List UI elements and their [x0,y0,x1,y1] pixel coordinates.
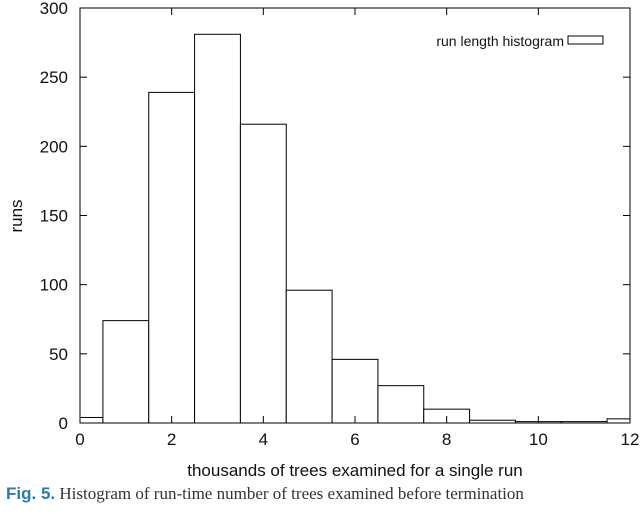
y-tick-label: 250 [40,68,68,87]
x-tick-label: 10 [529,430,548,449]
legend: run length histogram [436,33,604,49]
histogram-bar-1 [102,320,150,424]
y-tick-label: 150 [40,207,68,226]
x-axis-ticks: 0 2 4 6 8 10 12 [75,8,639,449]
x-tick-label: 6 [350,430,359,449]
histogram-bar-6 [331,358,379,424]
y-tick-label: 100 [40,276,68,295]
y-axis-title: runs [7,199,26,232]
y-tick-label: 50 [49,345,68,364]
x-tick-label: 0 [75,430,84,449]
x-tick-label: 4 [259,430,268,449]
y-axis-ticks: 0 50 100 150 200 250 300 [40,0,630,433]
legend-swatch [567,35,604,45]
histogram-bar-12 [606,418,631,424]
caption-text: Histogram of run-time number of trees ex… [55,484,524,503]
histogram-bar-7 [377,385,425,424]
x-tick-label: 12 [621,430,640,449]
legend-label: run length histogram [436,33,564,49]
histogram-bar-5 [285,289,333,424]
y-tick-label: 200 [40,137,68,156]
histogram-chart: 0 2 4 6 8 10 12 0 50 100 150 200 250 300 thousands o… [7,0,639,480]
caption-label: Fig. 5. [6,484,56,503]
histogram-bars [79,33,631,424]
histogram-bar-0 [79,416,104,424]
y-tick-label: 300 [40,0,68,18]
x-tick-label: 8 [442,430,451,449]
y-tick-label: 0 [59,414,68,433]
x-axis-title: thousands of trees examined for a single… [187,461,522,480]
histogram-bar-3 [194,33,241,424]
histogram-bar-4 [239,123,287,424]
histogram-bar-2 [148,91,196,424]
x-tick-label: 2 [167,430,176,449]
figure-caption: Fig. 5. Histogram of run-time number of … [6,484,640,508]
